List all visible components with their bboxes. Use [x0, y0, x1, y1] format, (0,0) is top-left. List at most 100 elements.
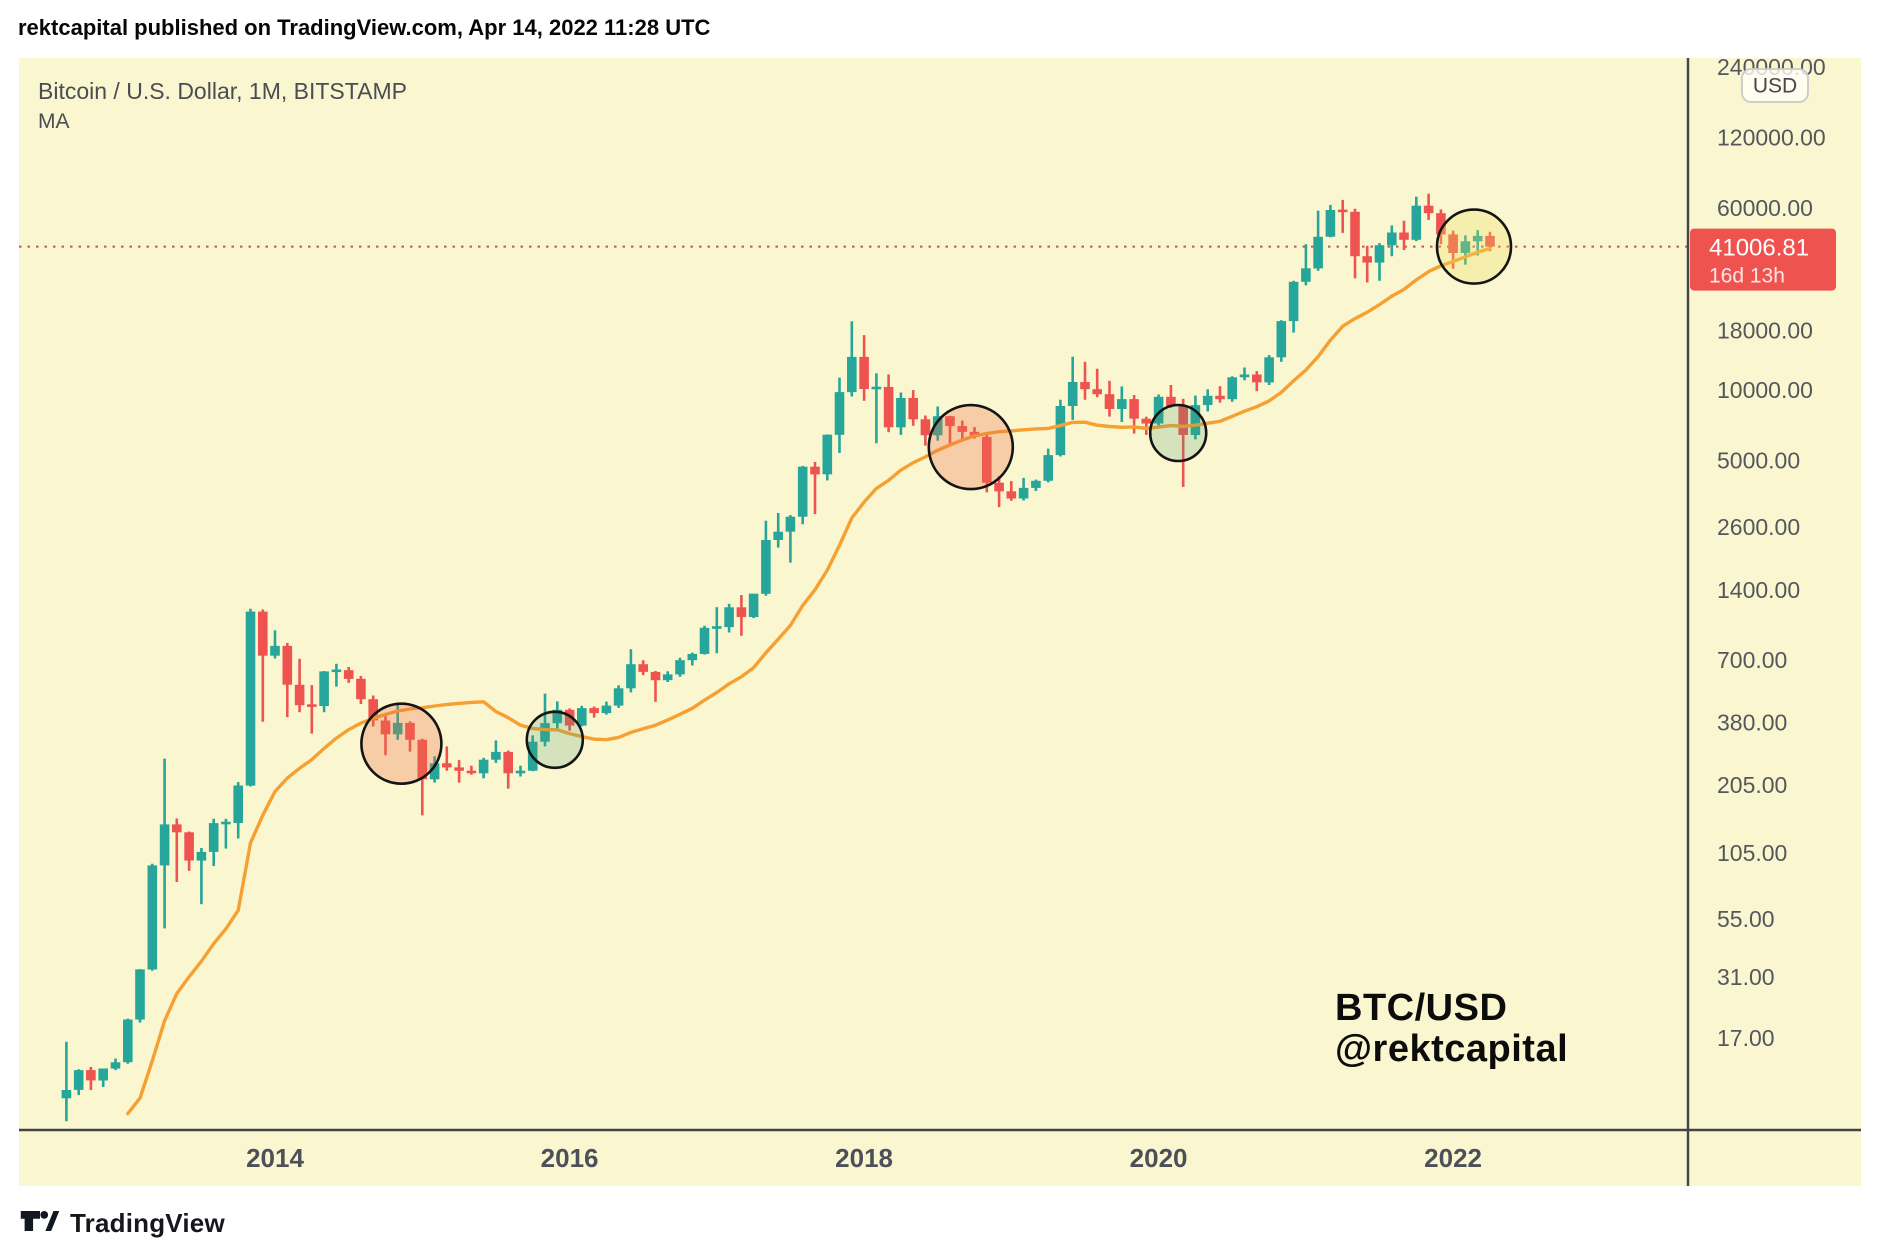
footer: TradingView: [20, 1203, 225, 1243]
candle-body: [86, 1070, 96, 1081]
candle-body: [515, 770, 526, 774]
ma-retest-circle-2015[interactable]: [525, 710, 585, 770]
symbol-title[interactable]: Bitcoin / U.S. Dollar, 1M, BITSTAMP: [38, 78, 407, 104]
candle-body: [1485, 235, 1495, 247]
candle-body: [785, 516, 796, 532]
candle-body: [871, 386, 882, 390]
candle-body: [1092, 389, 1102, 395]
candle-body: [73, 1070, 84, 1090]
candle-body: [1362, 256, 1372, 263]
candle-body: [184, 832, 194, 861]
candle-body: [1129, 399, 1139, 419]
candle-body: [1436, 213, 1446, 235]
price-tick-label: 2600.00: [1717, 514, 1800, 540]
candle-body: [1350, 211, 1360, 257]
candle-body: [810, 466, 820, 475]
annotation-circles: [360, 208, 1513, 786]
candle-body: [797, 466, 808, 517]
candle-body: [147, 865, 158, 970]
price-tick-label: 60000.00: [1717, 195, 1813, 221]
last-price-tag: 41006.81 16d 13h: [1690, 228, 1836, 291]
price-axis-scale[interactable]: 240000.00120000.0060000.0018000.0010000.…: [1717, 54, 1826, 1051]
candle-body: [712, 626, 722, 629]
candle-body: [1153, 396, 1164, 424]
year-tick-label: 2016: [541, 1143, 599, 1173]
currency-button-label: USD: [1753, 75, 1797, 98]
candle-body: [773, 531, 783, 540]
candle-body: [1104, 394, 1115, 409]
candle-body: [380, 720, 391, 735]
watermark: BTC/USD @rektcapital: [1335, 988, 1568, 1070]
candle-body: [1411, 205, 1422, 240]
watermark-handle: @rektcapital: [1335, 1028, 1569, 1070]
publish-info-bar: rektcapital published on TradingView.com…: [0, 0, 1880, 58]
candle-body: [1080, 382, 1090, 390]
candle-body: [736, 607, 747, 618]
candle-body: [233, 785, 243, 823]
candle-body: [135, 969, 145, 1020]
candle-body: [1460, 241, 1471, 253]
ma-line[interactable]: [126, 246, 1492, 1116]
candle-body: [859, 356, 869, 389]
tradingview-logo-icon[interactable]: [20, 1209, 60, 1238]
candle-body: [466, 770, 477, 774]
year-tick-label: 2014: [246, 1143, 304, 1173]
ma-retest-circle-2022[interactable]: [1435, 208, 1513, 285]
candle-body: [1117, 399, 1127, 409]
candle-body: [1239, 374, 1250, 378]
ma-indicator-label[interactable]: MA: [38, 110, 70, 133]
watermark-symbol: BTC/USD: [1335, 987, 1508, 1029]
candle-body: [675, 660, 685, 675]
price-tick-label: 700.00: [1717, 647, 1787, 673]
candle-body: [1387, 232, 1397, 246]
candle-body: [650, 671, 661, 681]
candle-body: [245, 611, 256, 786]
ma-retest-circle-2020[interactable]: [1148, 403, 1208, 463]
candle-body: [1166, 396, 1176, 406]
price-tick-label: 10000.00: [1717, 377, 1813, 403]
ma-retest-circle-2014[interactable]: [360, 702, 443, 786]
candle-body: [417, 739, 428, 780]
candle-body: [687, 653, 698, 661]
candlestick-series: [61, 193, 1495, 1122]
candle-body: [294, 684, 305, 706]
candle-body: [196, 851, 207, 861]
candle-body: [834, 392, 845, 435]
price-tick-label: 380.00: [1717, 709, 1787, 735]
candle-body: [405, 722, 415, 740]
time-axis-scale[interactable]: 2014 2016 2018 2020 2022: [246, 1143, 1482, 1173]
candle-body: [540, 723, 550, 742]
price-tick-label: 205.00: [1717, 772, 1787, 798]
tradingview-brand-text[interactable]: TradingView: [70, 1207, 225, 1238]
candle-body: [1313, 236, 1323, 269]
candle-body: [172, 824, 182, 833]
candle-body: [1043, 455, 1053, 481]
candle-body: [429, 763, 440, 780]
price-tick-label: 5000.00: [1717, 447, 1800, 473]
candle-body: [932, 416, 943, 436]
candle-body: [577, 708, 587, 726]
candle-body: [1141, 418, 1152, 424]
year-tick-label: 2018: [835, 1143, 893, 1173]
ma-retest-circle-2018[interactable]: [927, 403, 1015, 491]
price-tick-label: 120000.00: [1717, 125, 1826, 151]
candle-body: [1423, 205, 1434, 214]
price-tick-label: 31.00: [1717, 964, 1775, 990]
candle-body: [957, 426, 968, 432]
currency-button[interactable]: USD: [1741, 68, 1809, 103]
candle-body: [724, 607, 734, 628]
candle-body: [1178, 406, 1188, 435]
candle-body: [564, 709, 575, 726]
candle-body: [1215, 395, 1225, 400]
price-tick-label: 55.00: [1717, 906, 1775, 932]
candle-body: [478, 759, 489, 774]
candle-body: [1006, 491, 1017, 499]
candle-body: [1018, 487, 1029, 499]
candle-body: [159, 824, 170, 866]
candle-body: [896, 398, 906, 428]
candle-body: [1472, 235, 1483, 242]
publish-info-text: rektcapital published on TradingView.com…: [18, 15, 711, 40]
candle-body: [945, 416, 955, 427]
candle-body: [1227, 377, 1237, 400]
